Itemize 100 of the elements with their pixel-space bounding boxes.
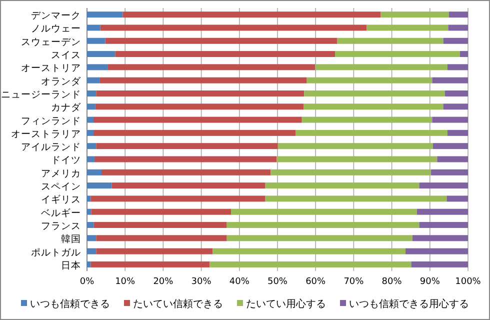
y-tick-label: スイス bbox=[51, 50, 81, 62]
bar bbox=[447, 130, 468, 136]
bar bbox=[87, 208, 92, 215]
bar bbox=[432, 116, 468, 123]
bar bbox=[276, 156, 438, 162]
bar bbox=[87, 130, 94, 136]
y-tick-label: スペイン bbox=[41, 182, 81, 193]
bar bbox=[265, 196, 447, 202]
x-tick-label: 0% bbox=[80, 277, 95, 287]
bar bbox=[226, 235, 412, 242]
bar bbox=[108, 64, 316, 70]
bar bbox=[87, 64, 108, 70]
bar bbox=[448, 24, 468, 31]
bar bbox=[95, 156, 277, 162]
bar bbox=[265, 182, 420, 189]
bar bbox=[87, 182, 112, 189]
x-tick-label: 50% bbox=[267, 277, 288, 287]
y-tick-label: 日本 bbox=[61, 259, 81, 272]
y-tick-label: ポルトガル bbox=[31, 247, 81, 258]
x-tick-label: 70% bbox=[344, 277, 364, 287]
y-tick-label: ニュージーランド bbox=[1, 89, 81, 100]
bar bbox=[90, 196, 266, 202]
bar bbox=[304, 104, 444, 110]
y-tick-label: 韓国 bbox=[61, 233, 81, 246]
bar bbox=[96, 90, 304, 96]
bar bbox=[460, 51, 468, 58]
bar bbox=[93, 130, 296, 136]
y-tick-label: ノルウェー bbox=[31, 24, 81, 35]
bar bbox=[335, 51, 460, 58]
bar bbox=[87, 116, 94, 123]
y-tick-label: フランス bbox=[41, 220, 81, 232]
bar bbox=[93, 116, 302, 123]
bar bbox=[87, 235, 96, 242]
bar bbox=[87, 169, 102, 176]
y-tick-label: アメリカ bbox=[41, 168, 81, 180]
x-tick-label: 30% bbox=[191, 277, 212, 287]
bar bbox=[306, 77, 432, 84]
bar bbox=[112, 182, 266, 189]
bar bbox=[210, 261, 412, 268]
bar bbox=[115, 51, 336, 58]
bar bbox=[87, 38, 106, 44]
bar bbox=[419, 182, 468, 189]
bar bbox=[432, 77, 468, 84]
y-tick-label: オーストリア bbox=[21, 63, 81, 74]
bar bbox=[91, 208, 232, 215]
y-tick-label: アイルランド bbox=[21, 142, 81, 154]
bar bbox=[87, 248, 96, 254]
bar bbox=[96, 235, 227, 242]
bar bbox=[437, 156, 468, 162]
bar bbox=[296, 130, 448, 136]
bar bbox=[105, 38, 338, 44]
bar bbox=[87, 12, 123, 18]
x-tick-label: 80% bbox=[382, 277, 402, 287]
y-tick-label: デンマーク bbox=[31, 10, 81, 22]
bar bbox=[96, 248, 213, 254]
x-tick-label: 40% bbox=[229, 277, 250, 287]
bar bbox=[87, 90, 96, 96]
bar bbox=[87, 222, 94, 228]
bar bbox=[87, 24, 100, 31]
bar bbox=[431, 169, 468, 176]
y-tick-label: フィンランド bbox=[21, 116, 81, 127]
bar bbox=[448, 12, 468, 18]
bar bbox=[212, 248, 406, 254]
bar bbox=[87, 51, 116, 58]
bar bbox=[412, 235, 468, 242]
y-tick-label: スウェーデン bbox=[21, 36, 81, 48]
bar bbox=[406, 248, 468, 254]
bar bbox=[447, 64, 468, 70]
y-tick-label: カナダ bbox=[51, 102, 82, 114]
bar bbox=[432, 143, 468, 150]
bar bbox=[90, 261, 210, 268]
x-tick-label: 10% bbox=[115, 277, 136, 287]
bar bbox=[380, 12, 449, 18]
bar bbox=[411, 261, 468, 268]
bar bbox=[304, 90, 445, 96]
bar bbox=[101, 169, 271, 176]
bar bbox=[87, 156, 95, 162]
bar bbox=[315, 64, 448, 70]
bar bbox=[443, 104, 468, 110]
bar bbox=[366, 24, 448, 31]
bar bbox=[444, 90, 468, 96]
legend-label: いつも信頼できる bbox=[30, 298, 110, 310]
bar bbox=[87, 143, 96, 150]
bar bbox=[100, 24, 367, 31]
y-tick-label: オーストラリア bbox=[11, 128, 81, 140]
bar bbox=[270, 169, 432, 176]
x-tick-label: 100% bbox=[455, 277, 482, 287]
bar bbox=[87, 196, 91, 202]
y-tick-label: ドイツ bbox=[51, 155, 81, 166]
x-tick-label: 20% bbox=[153, 277, 174, 287]
bar bbox=[94, 222, 227, 228]
bar bbox=[95, 104, 304, 110]
bar bbox=[231, 208, 417, 215]
bar bbox=[87, 77, 100, 84]
x-tick-label: 90% bbox=[420, 277, 440, 287]
bar bbox=[100, 77, 307, 84]
y-tick-label: オランダ bbox=[41, 75, 82, 88]
x-tick-label: 60% bbox=[306, 277, 326, 287]
legend-label: たいてい信頼できる bbox=[133, 298, 223, 310]
bar bbox=[226, 222, 420, 228]
